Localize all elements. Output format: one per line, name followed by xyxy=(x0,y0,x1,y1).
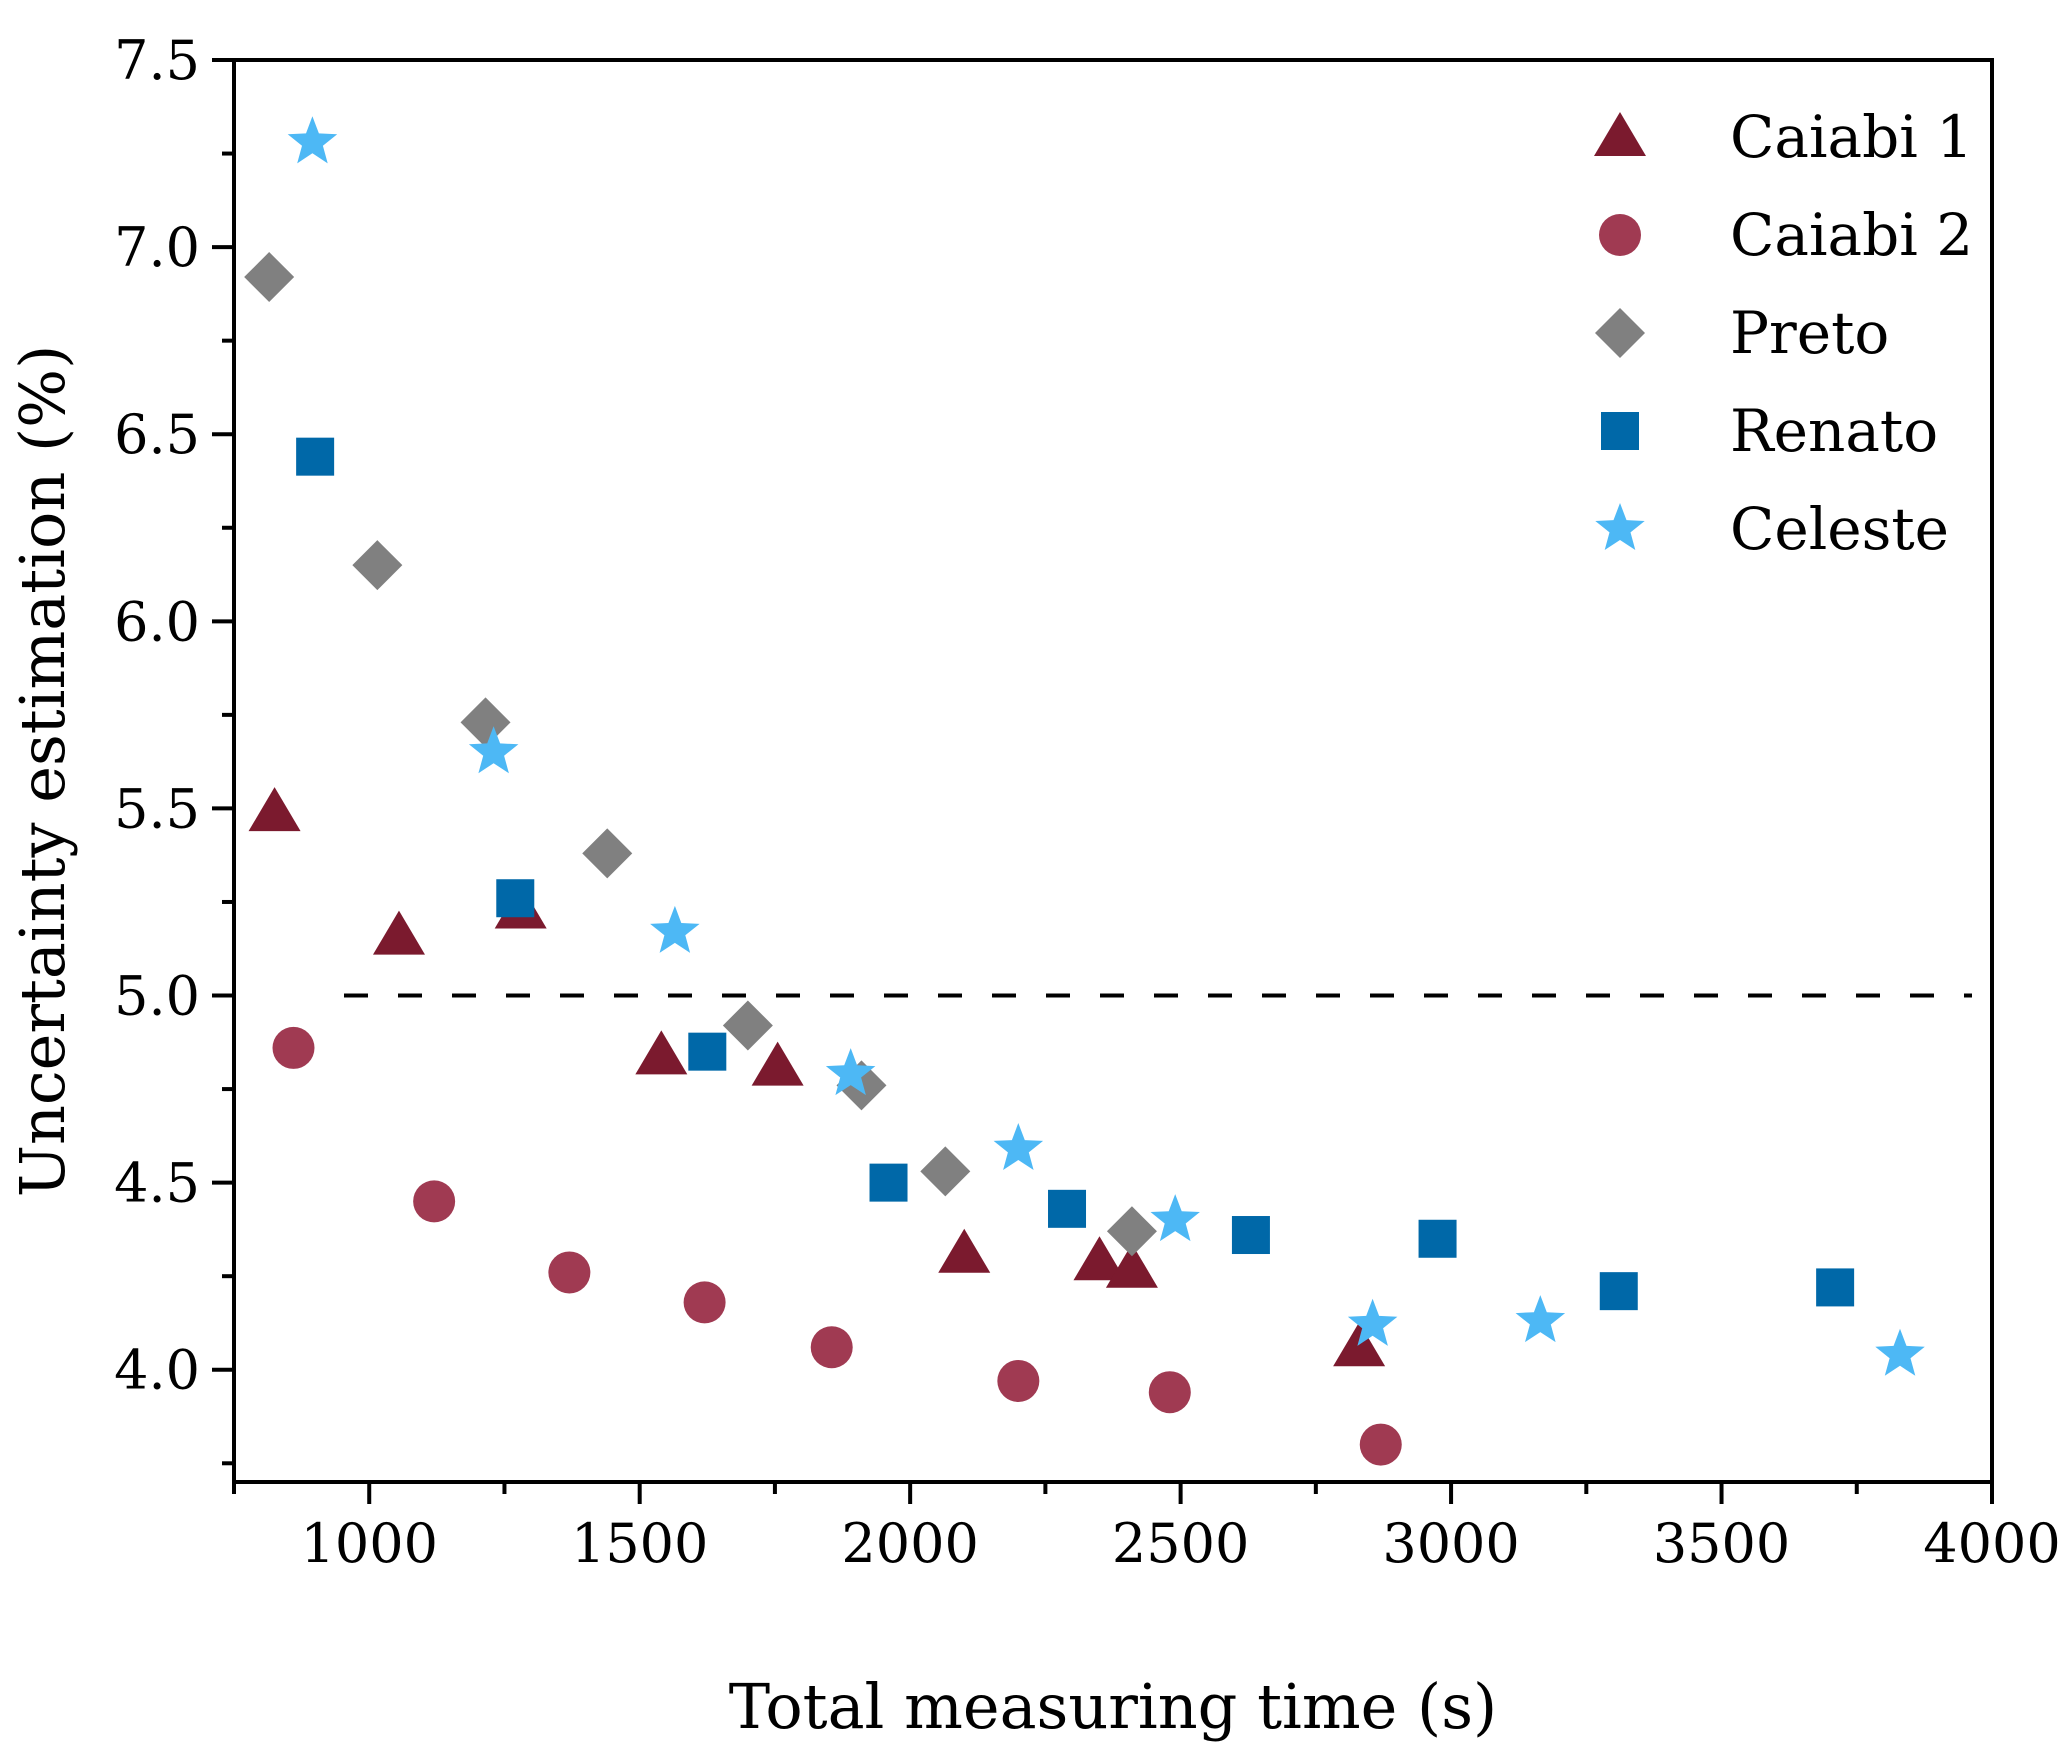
y-tick-label: 6.0 xyxy=(114,590,200,653)
series-celeste xyxy=(287,116,1925,1376)
plot-frame xyxy=(232,58,1994,1484)
data-point xyxy=(287,116,338,164)
data-point xyxy=(688,1032,727,1071)
data-point xyxy=(1150,1194,1200,1242)
x-tick-label: 3000 xyxy=(1382,1512,1519,1575)
data-point xyxy=(1048,1189,1087,1228)
legend-marker-star-icon xyxy=(1595,503,1645,550)
legend-label: Renato xyxy=(1730,397,1938,465)
data-point xyxy=(683,1281,726,1324)
legend-marker-square-icon xyxy=(1601,412,1639,450)
data-point xyxy=(1359,1423,1402,1466)
data-point xyxy=(460,697,511,748)
data-point xyxy=(810,1326,853,1369)
y-tick-label: 7.0 xyxy=(114,216,200,279)
data-point xyxy=(997,1359,1040,1402)
data-point xyxy=(548,1251,591,1294)
legend-item: Caiabi 1 xyxy=(1594,103,1973,171)
data-point xyxy=(1418,1219,1457,1258)
data-point xyxy=(1105,1243,1158,1288)
legend-item: Renato xyxy=(1601,397,1938,465)
x-tick-label: 4000 xyxy=(1923,1512,2060,1575)
data-point xyxy=(1515,1295,1566,1343)
data-point xyxy=(825,1048,876,1096)
y-tick-label: 6.5 xyxy=(114,403,200,466)
data-point xyxy=(413,1180,456,1223)
data-point xyxy=(1148,1371,1191,1414)
x-tick-label: 2500 xyxy=(1112,1512,1249,1575)
data-points-layer xyxy=(244,116,1925,1466)
legend-marker-circle-icon xyxy=(1599,214,1641,256)
axis-ticks-layer: 1000 1500 2000 2500 3000 3500 4000 4.0 4.5 5.0 5.5… xyxy=(114,29,2061,1575)
data-point xyxy=(352,540,403,591)
data-point xyxy=(372,910,425,955)
data-point xyxy=(869,1163,908,1202)
legend-marker-triangle-icon xyxy=(1594,112,1646,156)
data-point xyxy=(920,1146,971,1197)
legend-item: Preto xyxy=(1595,299,1889,367)
legend-item: Caiabi 2 xyxy=(1599,201,1973,269)
legend-marker-diamond-icon xyxy=(1595,308,1645,358)
legend-item: Celeste xyxy=(1595,495,1949,563)
x-tick-label: 2000 xyxy=(841,1512,978,1575)
series-caiabi-2 xyxy=(272,1026,1402,1466)
series-preto xyxy=(244,252,1157,1257)
data-point xyxy=(722,1000,773,1051)
y-tick-label: 5.0 xyxy=(114,965,200,1028)
data-point xyxy=(1106,1206,1157,1257)
y-axis-title: Uncertainty estimation (%) xyxy=(6,345,79,1198)
legend-label: Preto xyxy=(1730,299,1889,367)
data-point xyxy=(272,1026,315,1069)
data-point xyxy=(993,1123,1044,1170)
data-point xyxy=(468,726,519,774)
y-tick-label: 7.5 xyxy=(114,29,200,92)
x-tick-label: 3500 xyxy=(1653,1512,1790,1575)
data-point xyxy=(582,828,633,879)
data-point xyxy=(1347,1298,1398,1346)
data-point xyxy=(496,879,535,918)
x-tick-label: 1500 xyxy=(571,1512,708,1575)
data-point xyxy=(248,787,301,832)
series-renato xyxy=(296,437,1855,1311)
y-tick-label: 4.5 xyxy=(114,1152,200,1215)
data-point xyxy=(1816,1268,1855,1307)
data-point xyxy=(296,437,335,476)
x-axis-title: Total measuring time (s) xyxy=(729,1670,1497,1743)
data-point xyxy=(938,1228,991,1273)
y-tick-label: 4.0 xyxy=(114,1339,200,1402)
legend: Caiabi 1 Caiabi 2 Preto Renato Celeste xyxy=(1594,103,1973,563)
legend-label: Celeste xyxy=(1730,495,1949,563)
series-caiabi-1 xyxy=(248,787,1386,1367)
data-point xyxy=(1073,1236,1126,1281)
data-point xyxy=(1875,1328,1925,1376)
data-point xyxy=(1599,1272,1638,1311)
y-tick-label: 5.5 xyxy=(114,777,200,840)
data-point xyxy=(635,1030,688,1075)
legend-label: Caiabi 1 xyxy=(1730,103,1973,171)
data-point xyxy=(650,905,700,953)
data-point xyxy=(1231,1216,1270,1255)
x-tick-label: 1000 xyxy=(301,1512,438,1575)
data-point xyxy=(751,1041,804,1086)
data-point xyxy=(244,252,295,303)
legend-label: Caiabi 2 xyxy=(1730,201,1973,269)
